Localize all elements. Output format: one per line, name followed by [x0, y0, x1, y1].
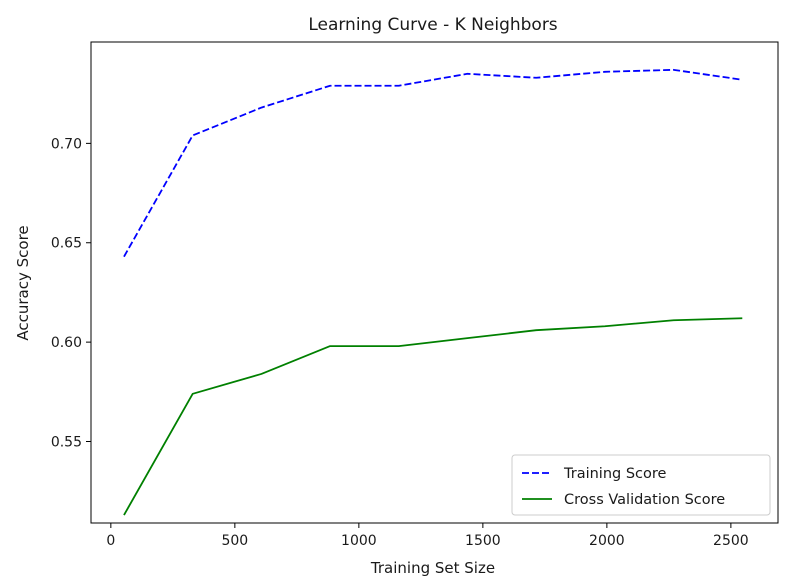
legend: Training Score Cross Validation Score [511, 454, 771, 516]
y-tick-label: 0.70 [51, 136, 82, 152]
y-tick-label: 0.55 [51, 435, 82, 451]
x-tick-label: 1500 [465, 533, 501, 549]
x-tick-label: 2000 [589, 533, 625, 549]
y-axis-ticks: 0.55 0.60 0.65 0.70 [51, 136, 91, 451]
legend-box [511, 454, 771, 516]
y-tick-label: 0.65 [51, 236, 82, 252]
y-tick-label: 0.60 [51, 335, 82, 351]
x-tick-label: 2500 [713, 533, 749, 549]
plot-frame [90, 41, 779, 524]
series-line-training-score [123, 68, 743, 258]
chart-title: Learning Curve - K Neighbors [308, 15, 557, 35]
legend-label: Training Score [563, 466, 667, 482]
legend-label: Cross Validation Score [564, 492, 725, 508]
x-tick-label: 1000 [341, 533, 377, 549]
plot-area [123, 68, 743, 516]
x-tick-label: 0 [106, 533, 115, 549]
series-line-cross-validation-score [123, 317, 743, 516]
x-axis-ticks: 0 500 1000 1500 2000 2500 [106, 523, 749, 549]
x-axis-label: Training Set Size [370, 559, 495, 577]
x-tick-label: 500 [221, 533, 248, 549]
y-axis-label: Accuracy Score [14, 225, 32, 340]
